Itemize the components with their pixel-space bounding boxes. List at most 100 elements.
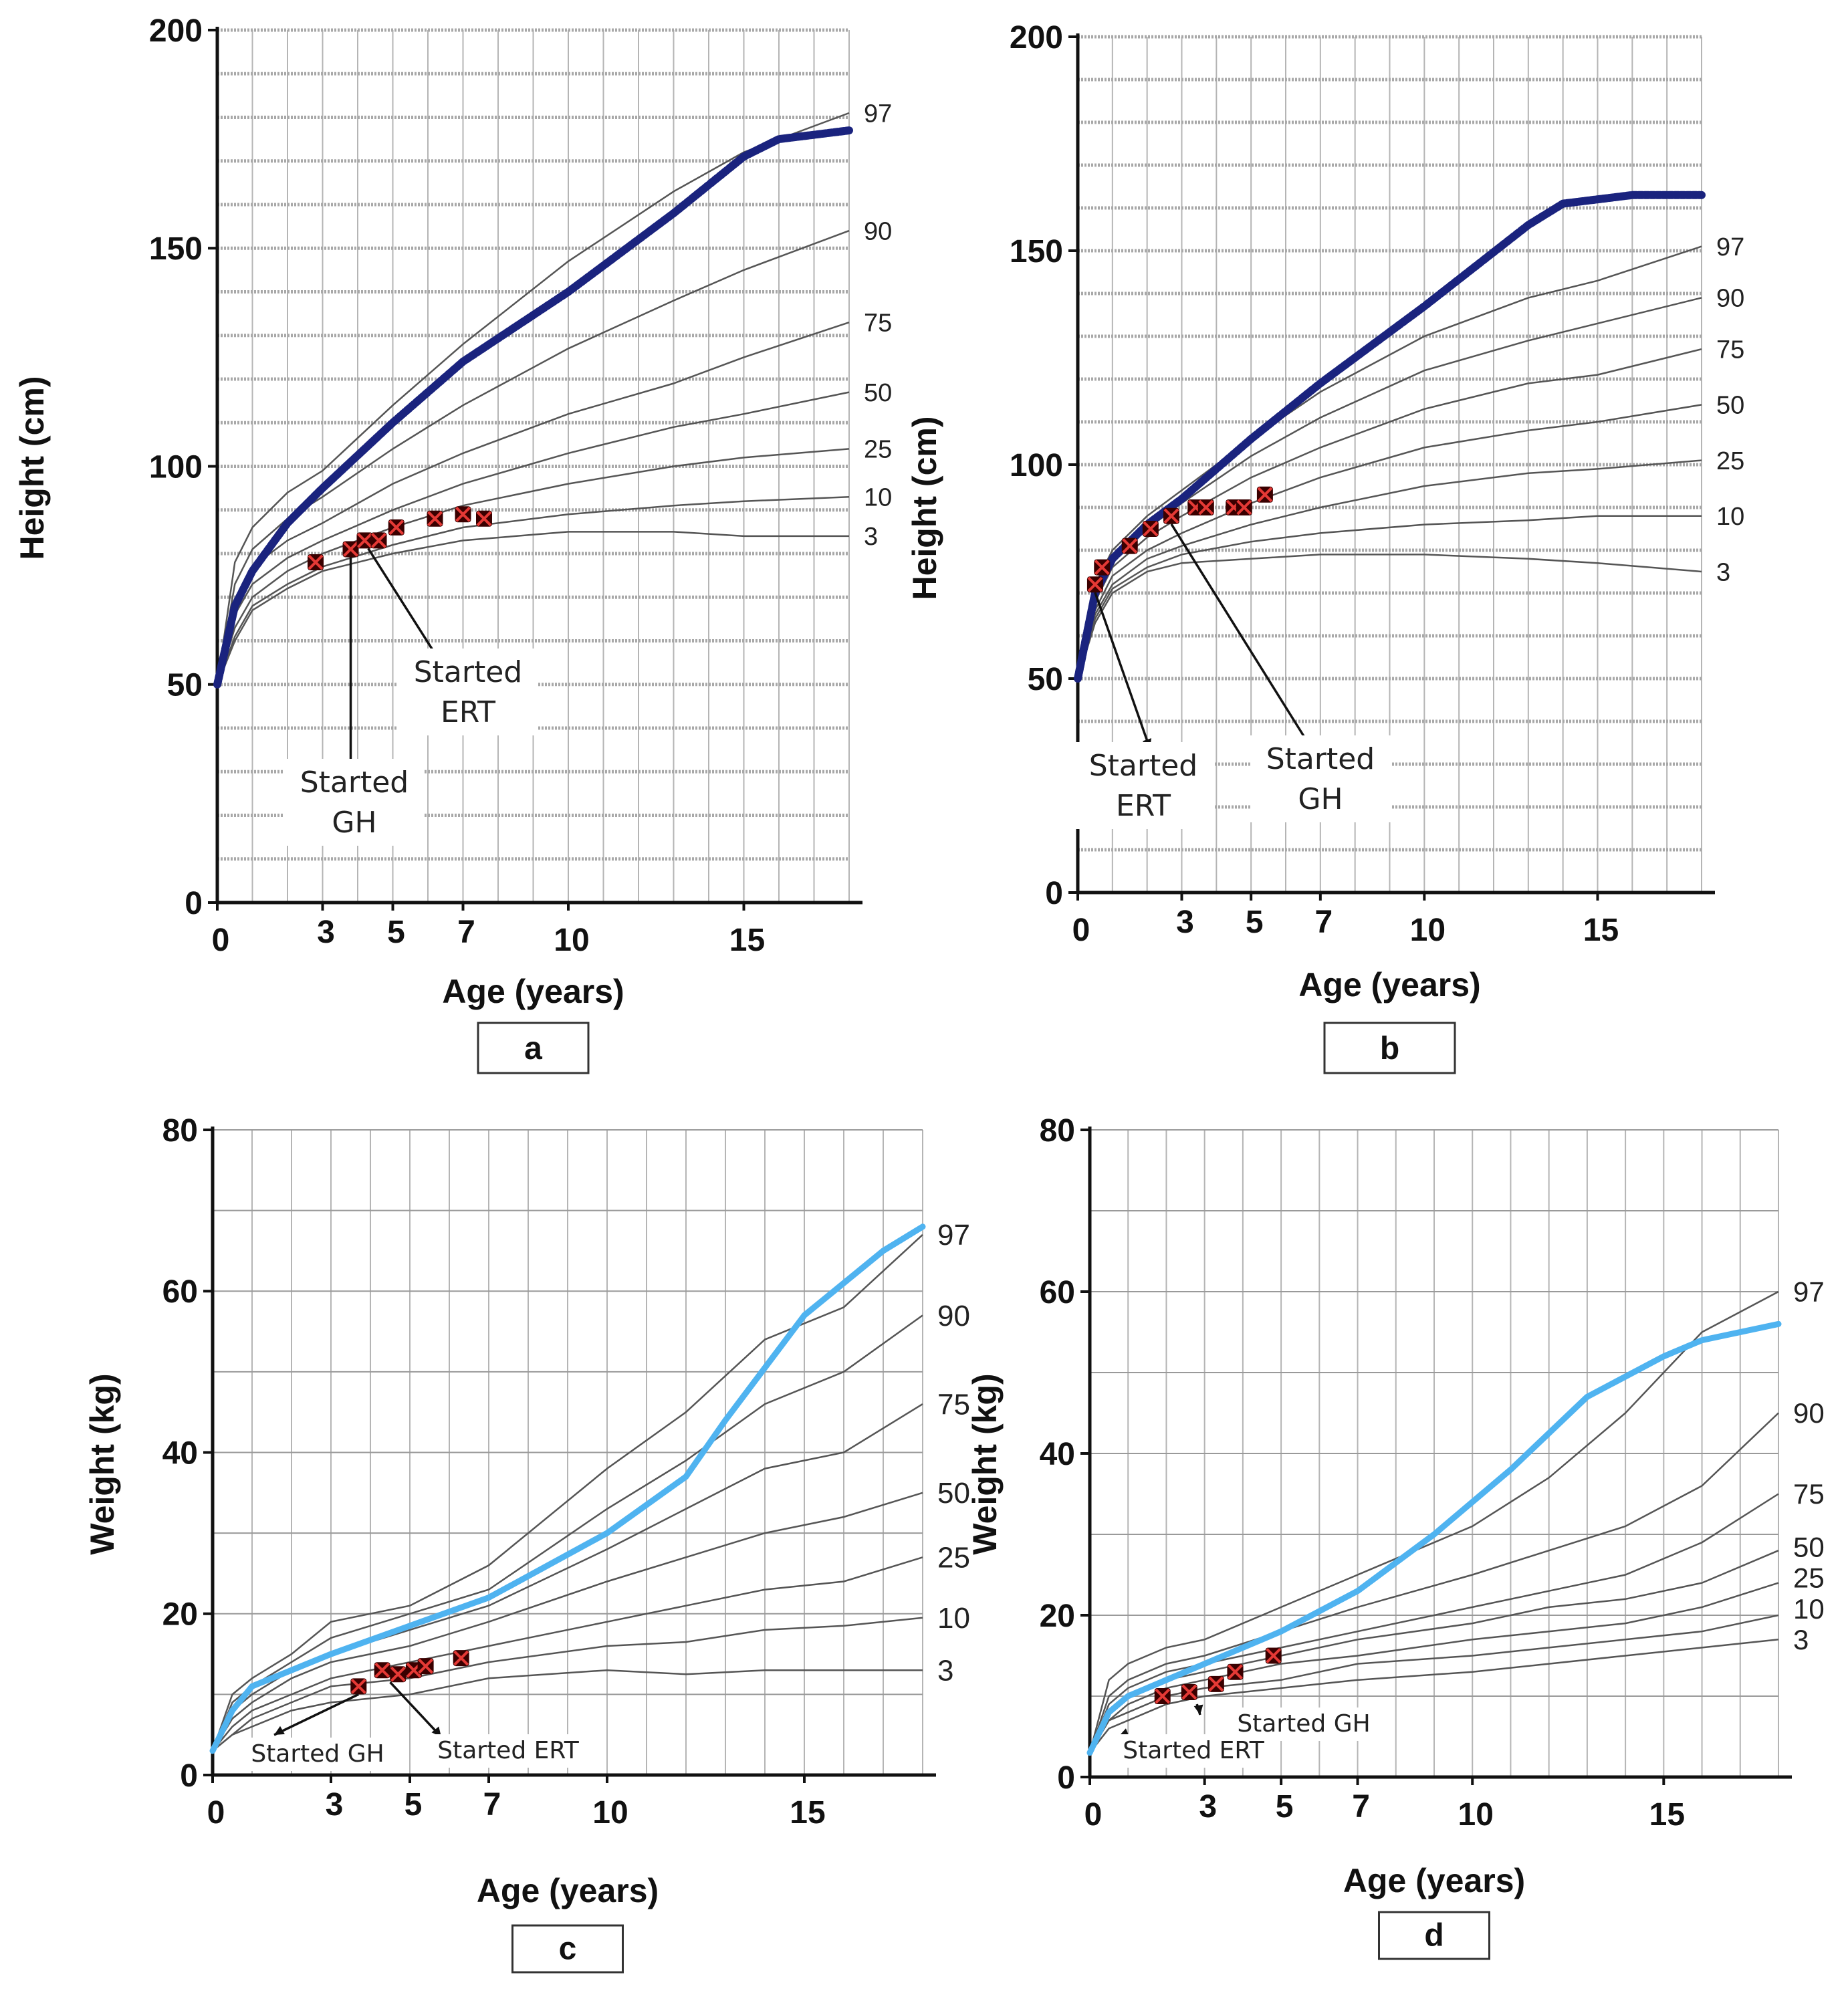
y-axis-title: Height (cm) bbox=[906, 417, 943, 600]
reference-growth-curve bbox=[1074, 191, 1706, 683]
percentile-label: 50 bbox=[1793, 1531, 1825, 1562]
patient-point-marker bbox=[356, 532, 373, 549]
y-tick-label: 40 bbox=[162, 1435, 198, 1471]
patient-point-marker bbox=[1142, 521, 1159, 537]
x-tick-label: 0 bbox=[1084, 1797, 1103, 1833]
percentile-label: 97 bbox=[1716, 233, 1744, 261]
panel-a-height-chart: 0 50 100 150 200 0 3 5 7 10 15 97 90 75 50 25 10 3 Started… bbox=[13, 13, 892, 1074]
percentile-curve-97 bbox=[1088, 1290, 1779, 1754]
patient-point-cross bbox=[308, 554, 324, 570]
x-axis-title: Age (years) bbox=[442, 973, 624, 1010]
percentile-label: 3 bbox=[937, 1655, 953, 1687]
reference-growth-curve bbox=[1086, 1320, 1782, 1756]
x-tick-label: 7 bbox=[457, 915, 475, 950]
y-tick-label: 50 bbox=[167, 668, 203, 703]
x-axis-title: Age (years) bbox=[1343, 1862, 1525, 1899]
patient-point-marker bbox=[1256, 486, 1273, 503]
y-tick-label: 80 bbox=[162, 1113, 198, 1149]
y-tick-label: 100 bbox=[149, 449, 203, 485]
patient-point-cross bbox=[455, 506, 471, 522]
x-tick-label: 3 bbox=[1199, 1789, 1217, 1825]
patient-point-marker bbox=[1121, 538, 1138, 554]
annotation-arrowhead bbox=[274, 1726, 285, 1735]
patient-point-marker bbox=[388, 519, 405, 536]
percentile-label: 50 bbox=[864, 379, 892, 407]
y-tick-label: 150 bbox=[1010, 234, 1063, 269]
panel-label: a bbox=[524, 1031, 542, 1066]
x-tick-label: 5 bbox=[1276, 1789, 1294, 1825]
x-tick-label: 10 bbox=[1410, 913, 1446, 948]
x-tick-label: 15 bbox=[1649, 1797, 1685, 1833]
annotation-label-bg bbox=[431, 1734, 585, 1768]
patient-point-marker bbox=[427, 510, 443, 527]
percentile-curve-10 bbox=[212, 1617, 923, 1752]
y-tick-label: 60 bbox=[162, 1274, 198, 1310]
reference-growth-curve bbox=[209, 1223, 926, 1754]
panel-label-box bbox=[477, 1022, 590, 1074]
patient-point-marker bbox=[342, 541, 359, 558]
percentile-curve-10 bbox=[1088, 1614, 1779, 1754]
patient-point-cross bbox=[1266, 1648, 1282, 1663]
patient-point-marker bbox=[1086, 576, 1103, 593]
annotation-arrow-line bbox=[1170, 523, 1315, 753]
percentile-curve-90 bbox=[216, 229, 850, 685]
patient-point-cross bbox=[476, 511, 492, 527]
panel-label: c bbox=[559, 1931, 577, 1966]
percentile-label: 3 bbox=[1716, 558, 1730, 586]
panel-label-box bbox=[1378, 1911, 1490, 1960]
patient-point-marker bbox=[390, 1666, 407, 1683]
y-tick-label: 0 bbox=[185, 886, 203, 921]
x-tick-label: 7 bbox=[483, 1787, 501, 1822]
percentile-curve-10 bbox=[216, 495, 850, 685]
patient-point-cross bbox=[390, 1666, 406, 1682]
x-tick-label: 5 bbox=[387, 915, 405, 950]
percentile-label: 50 bbox=[1716, 392, 1744, 420]
annotation-arrowhead bbox=[1193, 1704, 1203, 1715]
annotation-label-line2: GH bbox=[1298, 782, 1343, 816]
percentile-curve-90 bbox=[1088, 1412, 1779, 1754]
patient-point-marker bbox=[417, 1658, 434, 1675]
x-axis-title: Age (years) bbox=[1298, 966, 1480, 1004]
percentile-label: 90 bbox=[1716, 285, 1744, 313]
patient-point-cross bbox=[1094, 560, 1110, 576]
patient-point-marker bbox=[1163, 507, 1179, 524]
panel-label-box bbox=[511, 1924, 624, 1974]
percentile-curve-25 bbox=[212, 1556, 923, 1752]
patient-point-cross bbox=[1143, 521, 1159, 537]
percentile-label: 3 bbox=[864, 523, 878, 551]
percentile-curve-3 bbox=[216, 531, 849, 685]
annotation-label-bg bbox=[284, 759, 425, 846]
x-tick-label: 15 bbox=[790, 1795, 825, 1831]
annotation-arrow-line bbox=[273, 1693, 360, 1736]
annotation-label-bg bbox=[1117, 1734, 1270, 1768]
y-axis-title: Weight (kg) bbox=[966, 1373, 1004, 1554]
percentile-curve-50 bbox=[216, 391, 850, 685]
x-tick-label: 15 bbox=[729, 923, 765, 958]
patient-point-marker bbox=[453, 1650, 469, 1667]
x-tick-label: 7 bbox=[1314, 905, 1333, 940]
percentile-label: 25 bbox=[1793, 1562, 1825, 1594]
reference-growth-curve bbox=[213, 126, 853, 689]
percentile-label: 97 bbox=[864, 100, 892, 128]
x-tick-label: 5 bbox=[1246, 905, 1264, 940]
x-tick-label: 5 bbox=[405, 1787, 423, 1822]
annotation-label-line1: Started bbox=[300, 766, 409, 800]
patient-point-cross bbox=[343, 542, 358, 557]
percentile-label: 25 bbox=[937, 1542, 970, 1574]
patient-point-marker bbox=[1236, 499, 1252, 515]
patient-point-cross bbox=[357, 533, 372, 548]
patient-point-marker bbox=[1265, 1647, 1282, 1664]
percentile-curve-97 bbox=[216, 112, 850, 685]
patient-point-cross bbox=[1236, 499, 1252, 515]
y-tick-label: 40 bbox=[1040, 1437, 1075, 1472]
patient-point-cross bbox=[388, 519, 405, 536]
x-tick-label: 0 bbox=[207, 1795, 225, 1831]
x-tick-label: 3 bbox=[317, 915, 335, 950]
y-tick-label: 0 bbox=[1057, 1760, 1075, 1796]
y-tick-label: 200 bbox=[1010, 20, 1063, 55]
percentile-label: 90 bbox=[937, 1300, 970, 1332]
patient-point-marker bbox=[455, 506, 471, 523]
x-tick-label: 7 bbox=[1352, 1789, 1370, 1825]
